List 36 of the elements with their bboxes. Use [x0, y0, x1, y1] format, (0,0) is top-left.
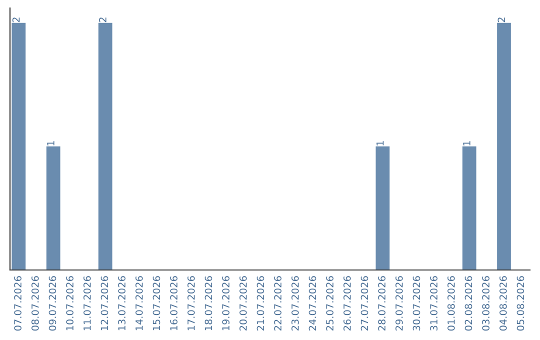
x-tick-label: 27.07.2026 [360, 276, 368, 331]
x-tick-label: 25.07.2026 [326, 276, 334, 331]
x-tick-label: 28.07.2026 [378, 276, 386, 331]
x-tick-label: 16.07.2026 [170, 276, 178, 330]
x-tick-label: 13.07.2026 [118, 276, 126, 330]
x-tick-label: 04.08.2026 [499, 276, 507, 331]
x-tick-label: 30.07.2026 [412, 276, 420, 330]
x-tick-label: 22.07.2026 [274, 276, 282, 331]
x-tick-label: 10.07.2026 [66, 276, 74, 330]
x-tick-label: 03.08.2026 [482, 276, 490, 331]
x-tick-label: 31.07.2026 [430, 276, 438, 330]
data-label: 1 [47, 141, 54, 146]
x-tick-label: 14.07.2026 [135, 276, 143, 330]
x-tick-label: 07.07.2026 [14, 276, 22, 331]
x-tick-label: 19.07.2026 [222, 276, 230, 330]
x-tick-label: 09.07.2026 [48, 276, 56, 331]
x-tick-label: 12.07.2026 [100, 276, 108, 330]
x-tick-label: 18.07.2026 [204, 276, 212, 330]
x-tick-label: 01.08.2026 [447, 276, 455, 331]
data-label: 2 [12, 18, 20, 22]
x-tick-label: 08.07.2026 [31, 276, 39, 331]
x-tick-label: 17.07.2026 [187, 276, 195, 330]
x-tick-label: 15.07.2026 [152, 276, 160, 330]
x-tick-label: 05.08.2026 [516, 276, 524, 331]
data-label: 1 [463, 141, 470, 146]
x-tick-label: 24.07.2026 [308, 276, 316, 331]
x-tick-label: 29.07.2026 [395, 276, 403, 331]
x-tick-label: 26.07.2026 [343, 276, 351, 331]
x-tick-label: 20.07.2026 [239, 276, 247, 331]
x-tick-label: 11.07.2026 [83, 276, 91, 330]
data-label: 1 [376, 141, 384, 146]
data-label: 2 [498, 18, 505, 22]
x-tick-label: 23.07.2026 [291, 276, 299, 331]
data-label: 2 [99, 18, 106, 22]
x-tick-label: 02.08.2026 [464, 276, 472, 331]
x-tick-label: 21.07.2026 [256, 276, 264, 331]
